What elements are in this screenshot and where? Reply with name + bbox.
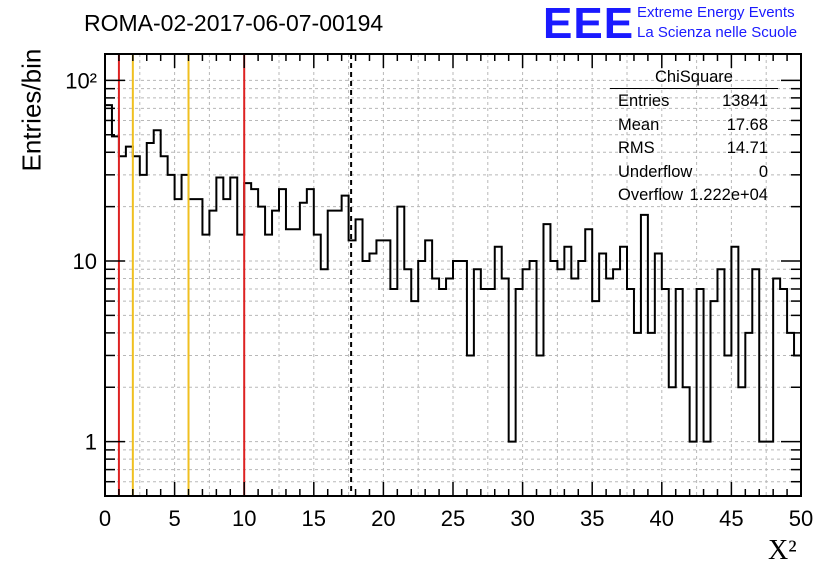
x-tick-label: 40 <box>650 506 674 531</box>
stats-value: 14.71 <box>726 139 768 157</box>
chart-title: ROMA-02-2017-06-07-00194 <box>84 10 384 36</box>
stats-value: 13841 <box>722 92 768 110</box>
logo-line-2: La Scienza nelle Scuole <box>637 24 798 41</box>
x-tick-label: 5 <box>168 506 180 531</box>
x-tick-label: 10 <box>232 506 256 531</box>
y-tick-label: 10² <box>65 68 97 93</box>
logo-line-1: Extreme Energy Events <box>637 4 795 21</box>
stats-value: 0 <box>758 162 768 181</box>
stats-key: Overflow <box>618 186 684 204</box>
eee-logo: EEE <box>543 0 635 48</box>
stats-key: Mean <box>618 115 660 134</box>
stats-key: Underflow <box>618 162 693 181</box>
stats-key: RMS <box>618 139 655 157</box>
x-axis-label: X² <box>768 535 797 566</box>
x-tick-label: 25 <box>441 506 465 531</box>
x-tick-label: 45 <box>719 506 743 531</box>
stats-value: 17.68 <box>726 115 768 134</box>
x-tick-label: 35 <box>580 506 604 531</box>
x-tick-label: 0 <box>99 506 111 531</box>
histogram-series <box>105 104 801 443</box>
stats-row-underflow: Underflow 0 <box>610 163 778 187</box>
stats-row-entries: Entries 13841 <box>610 92 778 116</box>
stats-box: ChiSquare Entries 13841 Mean 17.68 RMS 1… <box>610 68 778 210</box>
x-tick-label: 50 <box>789 506 813 531</box>
x-tick-label: 30 <box>510 506 534 531</box>
stats-row-mean: Mean 17.68 <box>610 116 778 140</box>
stats-title: ChiSquare <box>610 68 778 89</box>
y-tick-label: 10 <box>73 249 97 274</box>
stats-key: Entries <box>618 92 670 110</box>
y-tick-label: 1 <box>85 430 97 455</box>
stats-row-rms: RMS 14.71 <box>610 139 778 163</box>
x-tick-label: 20 <box>371 506 395 531</box>
stats-value: 1.222e+04 <box>689 186 768 204</box>
y-axis-label: Entries/bin <box>16 48 47 172</box>
stats-row-overflow: Overflow 1.222e+04 <box>610 186 778 210</box>
x-tick-label: 15 <box>302 506 326 531</box>
